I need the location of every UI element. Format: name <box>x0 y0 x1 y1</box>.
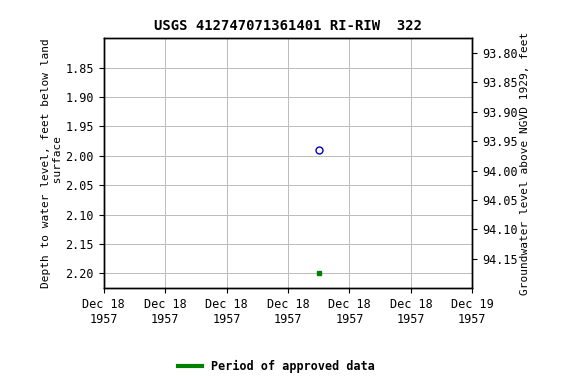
Legend: Period of approved data: Period of approved data <box>173 356 380 378</box>
Title: USGS 412747071361401 RI-RIW  322: USGS 412747071361401 RI-RIW 322 <box>154 19 422 33</box>
Y-axis label: Groundwater level above NGVD 1929, feet: Groundwater level above NGVD 1929, feet <box>521 31 530 295</box>
Y-axis label: Depth to water level, feet below land
 surface: Depth to water level, feet below land su… <box>41 38 63 288</box>
